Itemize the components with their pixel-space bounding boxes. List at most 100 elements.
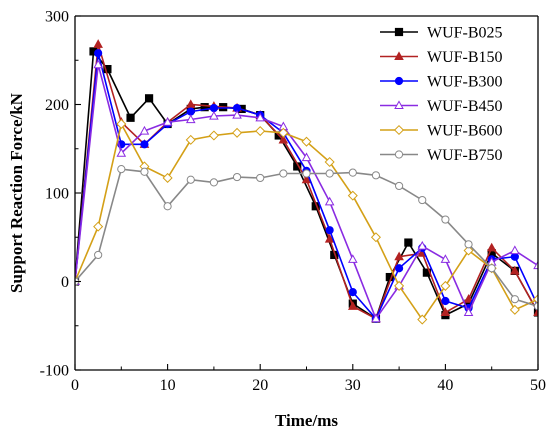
data-point-wuf-b750 xyxy=(279,169,288,178)
y-tick-label: 100 xyxy=(45,186,69,203)
legend-label: WUF-B450 xyxy=(427,98,503,115)
data-point-wuf-b450 xyxy=(232,109,242,119)
data-point-wuf-b150 xyxy=(510,265,520,275)
data-point-wuf-b150 xyxy=(394,251,404,261)
data-point-wuf-b450 xyxy=(417,240,428,250)
data-point-wuf-b150 xyxy=(278,134,289,144)
data-point-wuf-b750 xyxy=(348,168,357,177)
data-point-wuf-b025 xyxy=(200,103,209,112)
data-point-wuf-b450 xyxy=(463,307,474,317)
legend-label: WUF-B600 xyxy=(427,123,503,140)
data-point-wuf-b150 xyxy=(324,233,335,243)
series-wuf-b600 xyxy=(75,118,538,325)
x-tick-label: 10 xyxy=(160,377,176,394)
x-tick-label: 40 xyxy=(437,377,453,394)
data-point-wuf-b750 xyxy=(418,195,427,205)
data-point-wuf-b600 xyxy=(116,118,127,129)
data-point-wuf-b450 xyxy=(139,125,150,135)
data-point-wuf-b300 xyxy=(209,103,218,113)
y-tick-label: 200 xyxy=(45,97,69,114)
legend-marker xyxy=(394,100,404,110)
data-point-wuf-b600 xyxy=(532,294,538,305)
x-tick-label: 30 xyxy=(345,377,361,394)
x-axis-title: Time/ms xyxy=(275,411,338,430)
legend-item-wuf-b025: WUF-B025 xyxy=(380,25,503,42)
data-point-wuf-b600 xyxy=(255,126,266,137)
x-tick-label: 20 xyxy=(252,377,268,394)
axes-layer xyxy=(74,15,539,371)
data-point-wuf-b025 xyxy=(404,238,413,247)
data-point-wuf-b600 xyxy=(394,280,405,291)
data-point-wuf-b600 xyxy=(463,245,474,256)
data-point-wuf-b750 xyxy=(163,202,172,211)
data-point-wuf-b600 xyxy=(509,304,520,315)
data-point-wuf-b600 xyxy=(370,232,381,243)
data-point-wuf-b450 xyxy=(324,196,335,206)
legend-item-wuf-b150: WUF-B150 xyxy=(380,49,503,66)
x-tick-label: 50 xyxy=(530,377,546,394)
data-point-wuf-b150 xyxy=(347,301,358,310)
data-point-wuf-b300 xyxy=(186,107,195,116)
legend-marker xyxy=(394,76,404,86)
legend: WUF-B025 WUF-B150 WUF-B300 WUF-B450 WUF-B600… xyxy=(380,25,503,164)
data-point-wuf-b750 xyxy=(325,169,334,178)
data-point-wuf-b750 xyxy=(395,181,404,191)
data-point-wuf-b450 xyxy=(347,254,358,263)
series-layer xyxy=(75,39,538,325)
data-point-wuf-b300 xyxy=(94,49,103,58)
data-point-wuf-b750 xyxy=(302,169,311,178)
data-point-wuf-b300 xyxy=(140,140,149,149)
data-point-wuf-b600 xyxy=(185,134,196,145)
data-point-wuf-b600 xyxy=(162,172,173,183)
series-wuf-b750 xyxy=(75,165,538,311)
data-point-wuf-b300 xyxy=(510,252,519,261)
legend-item-wuf-b300: WUF-B300 xyxy=(380,74,503,91)
data-point-wuf-b600 xyxy=(440,280,451,291)
data-point-wuf-b600 xyxy=(417,314,428,325)
y-tick-label: 0 xyxy=(61,274,69,291)
data-point-wuf-b750 xyxy=(186,175,195,184)
data-point-wuf-b750 xyxy=(487,264,496,273)
data-point-wuf-b300 xyxy=(395,264,404,273)
data-point-wuf-b600 xyxy=(232,127,243,138)
legend-marker xyxy=(393,124,405,136)
data-point-wuf-b450 xyxy=(209,110,219,120)
data-point-wuf-b450 xyxy=(533,260,538,270)
data-point-wuf-b750 xyxy=(371,171,381,180)
data-point-wuf-b600 xyxy=(347,190,358,201)
data-point-wuf-b450 xyxy=(162,117,173,126)
data-point-wuf-b450 xyxy=(93,59,103,69)
data-point-wuf-b750 xyxy=(117,165,126,174)
data-point-wuf-b025 xyxy=(144,94,154,103)
data-point-wuf-b750 xyxy=(256,173,265,183)
data-point-wuf-b450 xyxy=(301,152,312,162)
data-point-wuf-b600 xyxy=(93,221,104,232)
data-point-wuf-b150 xyxy=(93,39,103,48)
legend-item-wuf-b600: WUF-B600 xyxy=(380,123,503,140)
data-point-wuf-b600 xyxy=(278,127,289,138)
data-point-wuf-b450 xyxy=(440,254,451,263)
series-line-wuf-b750 xyxy=(75,168,538,308)
y-tick-label: -100 xyxy=(40,363,69,380)
data-point-wuf-b450 xyxy=(255,112,266,122)
legend-label: WUF-B150 xyxy=(427,49,503,66)
y-tick-label: 300 xyxy=(45,9,69,26)
data-point-wuf-b750 xyxy=(510,295,519,304)
legend-item-wuf-b750: WUF-B750 xyxy=(380,147,503,164)
data-point-wuf-b300 xyxy=(325,226,334,235)
data-point-wuf-b750 xyxy=(441,215,450,224)
data-point-wuf-b150 xyxy=(301,174,312,184)
data-point-wuf-b450 xyxy=(185,114,196,124)
series-line-wuf-b025 xyxy=(75,49,538,320)
legend-label: WUF-B300 xyxy=(427,74,503,91)
legend-marker xyxy=(394,150,404,159)
data-point-wuf-b750 xyxy=(232,172,242,182)
data-point-wuf-b300 xyxy=(348,288,357,297)
legend-item-wuf-b450: WUF-B450 xyxy=(380,98,503,115)
data-point-wuf-b600 xyxy=(301,136,312,147)
legend-marker xyxy=(394,51,404,61)
y-axis-title: Support Reaction Force/kN xyxy=(7,92,26,293)
